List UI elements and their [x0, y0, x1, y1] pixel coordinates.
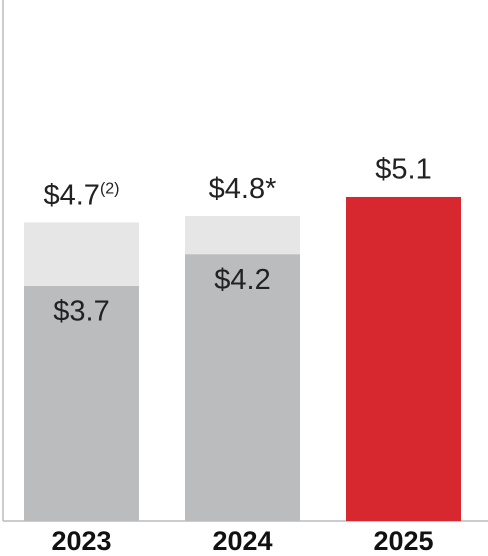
bar-segment: [185, 254, 300, 521]
total-value: $4.8*: [209, 173, 277, 205]
total-value: $4.7: [43, 179, 99, 211]
bar-segment: [346, 196, 461, 521]
footnote: (2): [100, 181, 120, 198]
bar-segment: [24, 222, 139, 286]
value-label: $4.2: [214, 264, 270, 296]
bar-segment: [24, 285, 139, 521]
value-label: $3.7: [53, 296, 109, 328]
x-tick-label: 2023: [51, 526, 111, 556]
x-tick-label: 2025: [373, 526, 433, 556]
value-label: $5.1: [375, 154, 431, 186]
total-label: $4.7(2): [43, 179, 119, 211]
total-label: $4.8*: [209, 173, 277, 205]
bar-segment: [185, 216, 300, 255]
x-tick-label: 2024: [212, 526, 272, 556]
